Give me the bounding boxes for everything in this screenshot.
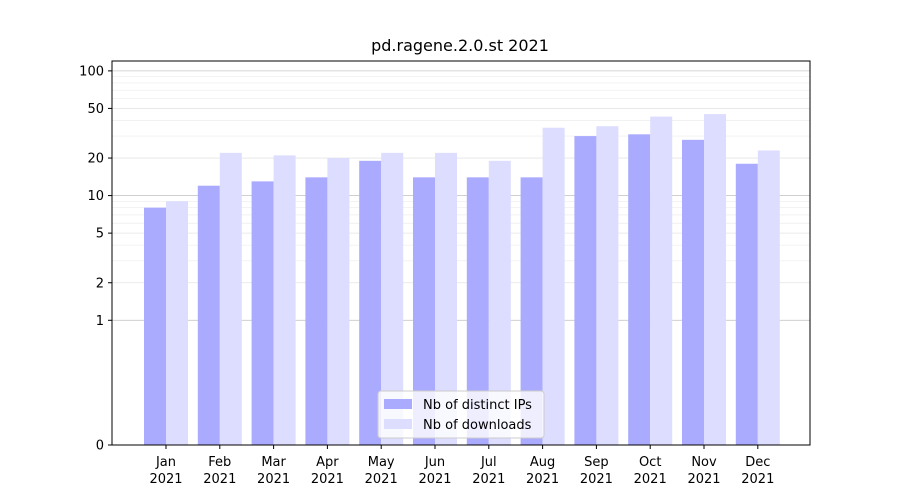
legend-label: Nb of downloads [423, 418, 532, 433]
x-tick-label-month: Jan [155, 455, 176, 470]
x-tick-label-month: Mar [261, 455, 286, 470]
bar-distinct-ips-nov [682, 139, 704, 445]
bar-downloads-dec [757, 150, 780, 445]
x-tick-label-month: Jul [480, 455, 497, 470]
x-tick-label-year: 2021 [526, 472, 559, 487]
bar-downloads-jul [488, 160, 511, 445]
bar-downloads-may [381, 152, 404, 445]
bar-downloads-oct [650, 116, 673, 445]
x-tick-label-year: 2021 [257, 472, 290, 487]
y-tick-label: 100 [79, 64, 104, 79]
bar-downloads-nov [704, 114, 726, 445]
bar-downloads-mar [273, 155, 296, 445]
bar-distinct-ips-may [359, 160, 382, 445]
bars [144, 114, 780, 446]
x-tick-label-year: 2021 [311, 472, 344, 487]
y-tick-label: 10 [87, 189, 104, 204]
bar-distinct-ips-sep [574, 136, 597, 446]
x-tick-label-month: Jun [424, 455, 445, 470]
bar-downloads-jun [435, 152, 457, 445]
bar-distinct-ips-jun [413, 177, 435, 445]
bar-distinct-ips-mar [251, 181, 274, 445]
bar-downloads-apr [327, 158, 350, 445]
legend: Nb of distinct IPs Nb of downloads [377, 390, 545, 439]
bar-downloads-sep [596, 126, 619, 446]
legend-swatch [384, 399, 412, 409]
x-tick-label-year: 2021 [741, 472, 774, 487]
chart-title: pd.ragene.2.0.st 2021 [371, 36, 549, 55]
x-tick-label-month: Oct [639, 455, 661, 470]
x-tick-label-year: 2021 [634, 472, 667, 487]
x-axis: Jan 2021 Feb 2021 Mar 2021 Apr 2021 May 2021 Jun 20… [149, 445, 774, 487]
x-tick-label-month: Apr [316, 455, 339, 470]
y-tick-label: 1 [96, 314, 104, 329]
bar-downloads-feb [219, 152, 242, 445]
x-tick-label-month: Dec [745, 455, 770, 470]
bar-distinct-ips-feb [197, 185, 220, 445]
y-axis: 0 1 2 5 10 20 50 100 [79, 64, 112, 454]
x-tick-label-year: 2021 [472, 472, 505, 487]
bar-distinct-ips-apr [305, 177, 328, 445]
x-tick-label-year: 2021 [580, 472, 613, 487]
x-tick-label-month: Feb [208, 455, 231, 470]
x-tick-label-month: Nov [691, 455, 717, 470]
x-tick-label-year: 2021 [687, 472, 720, 487]
plot-frame [111, 60, 811, 446]
x-tick-label-year: 2021 [365, 472, 398, 487]
legend-box [377, 390, 545, 439]
y-tick-label: 2 [96, 276, 104, 291]
bar-downloads-jan [166, 201, 188, 445]
bar-distinct-ips-jul [466, 177, 489, 445]
bar-distinct-ips-jan [144, 207, 166, 445]
x-tick-label-month: May [368, 455, 395, 470]
x-tick-label-year: 2021 [149, 472, 182, 487]
x-tick-label-month: Sep [584, 455, 609, 470]
x-tick-label-month: Aug [530, 455, 555, 470]
x-tick-label-year: 2021 [418, 472, 451, 487]
y-tick-label: 50 [87, 102, 104, 117]
legend-swatch [384, 419, 412, 429]
x-tick-label-year: 2021 [203, 472, 236, 487]
y-tick-label: 0 [96, 439, 104, 454]
legend-label: Nb of distinct IPs [423, 398, 532, 413]
bar-downloads-aug [542, 127, 565, 445]
bar-distinct-ips-dec [735, 163, 758, 445]
y-tick-label: 20 [87, 152, 104, 167]
y-tick-label: 5 [96, 227, 104, 242]
bar-distinct-ips-oct [628, 134, 651, 445]
bar-distinct-ips-aug [520, 177, 543, 445]
